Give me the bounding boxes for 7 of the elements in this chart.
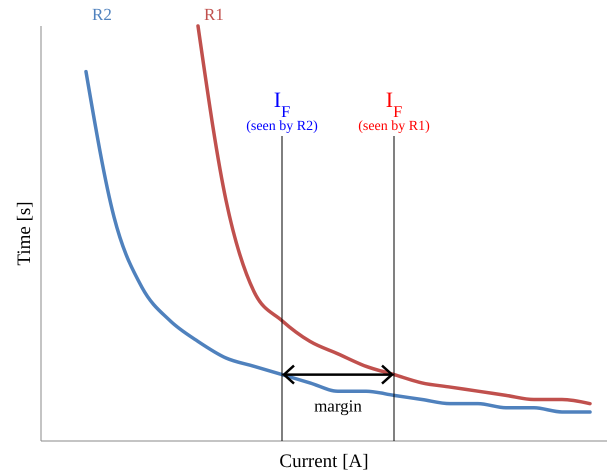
text: R2 — [92, 5, 112, 24]
annotation: margin — [314, 396, 362, 416]
y-axis-title: Time [s] — [14, 201, 35, 266]
annotation: I$_{F}$ (seen by R2) — [246, 87, 318, 134]
annotation: I$_{F}$ (seen by R1) — [358, 87, 430, 134]
series-label: R1 — [204, 5, 224, 24]
x-axis-title: Current [A] — [279, 451, 369, 472]
